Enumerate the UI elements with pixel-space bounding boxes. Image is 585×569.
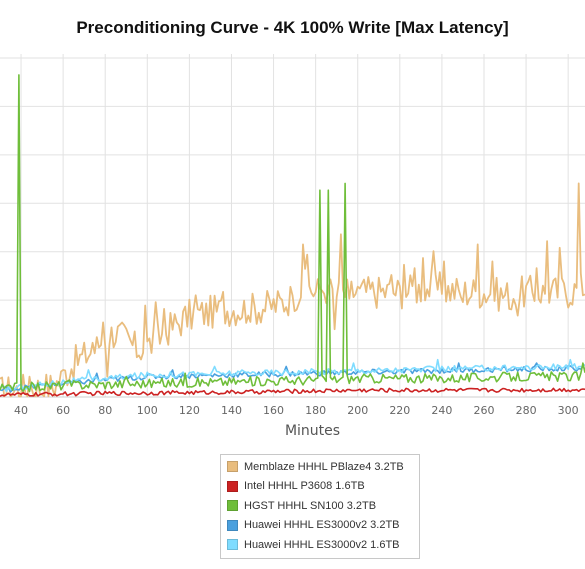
legend-label: Huawei HHHL ES3000v2 1.6TB <box>244 538 400 551</box>
chart-title: Preconditioning Curve - 4K 100% Write [M… <box>76 18 509 37</box>
legend-label: Huawei HHHL ES3000v2 3.2TB <box>244 519 400 532</box>
legend-swatch <box>227 480 238 492</box>
legend-label: HGST HHHL SN100 3.2TB <box>244 499 377 512</box>
series-line-5 <box>0 358 585 393</box>
x-tick-label: 260 <box>473 404 494 417</box>
series-line-1 <box>0 182 585 398</box>
x-axis-label: Minutes <box>284 423 341 439</box>
x-tick-label: 120 <box>179 404 200 417</box>
x-tick-label: 160 <box>263 404 284 417</box>
x-tick-label: 100 <box>137 404 158 417</box>
x-tick-label: 60 <box>56 404 70 417</box>
x-tick-label: 80 <box>98 404 112 417</box>
x-tick-label: 300 <box>558 404 579 417</box>
legend-item: Memblaze HHHL PBlaze4 3.2TB <box>227 457 413 477</box>
series-line-4 <box>0 362 585 393</box>
legend-swatch <box>227 461 238 473</box>
legend-swatch <box>227 500 238 512</box>
legend-label: Intel HHHL P3608 1.6TB <box>244 480 365 493</box>
grid-lines <box>0 54 585 398</box>
x-tick-label: 220 <box>389 404 410 417</box>
x-tick-label: 280 <box>516 404 537 417</box>
x-tick-label: 200 <box>347 404 368 417</box>
legend-swatch <box>227 539 238 551</box>
legend-item: Huawei HHHL ES3000v2 1.6TB <box>227 535 413 555</box>
series-lines <box>0 74 585 398</box>
legend-item: Intel HHHL P3608 1.6TB <box>227 477 413 497</box>
x-tick-labels: 40 60 80 100 120 140 160 180 200 220 240 260 280 300 <box>14 404 579 417</box>
series-line-3 <box>0 74 585 393</box>
x-tick-label: 140 <box>221 404 242 417</box>
legend-item: HGST HHHL SN100 3.2TB <box>227 496 413 516</box>
x-tick-label: 180 <box>305 404 326 417</box>
legend-label: Memblaze HHHL PBlaze4 3.2TB <box>244 460 404 473</box>
series-line-2 <box>0 387 585 398</box>
x-tick-label: 40 <box>14 404 28 417</box>
legend-swatch <box>227 519 238 531</box>
legend-item: Huawei HHHL ES3000v2 3.2TB <box>227 516 413 536</box>
legend: Memblaze HHHL PBlaze4 3.2TB Intel HHHL P3… <box>220 454 420 559</box>
x-tick-label: 240 <box>431 404 452 417</box>
